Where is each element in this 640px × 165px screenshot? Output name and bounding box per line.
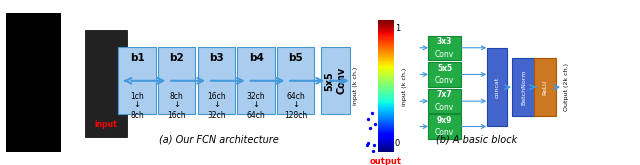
Text: b2: b2 (170, 53, 184, 63)
Text: output: output (370, 157, 402, 165)
FancyBboxPatch shape (118, 47, 156, 115)
Text: ↓: ↓ (253, 100, 260, 109)
Text: 32ch: 32ch (207, 111, 226, 120)
Text: 0: 0 (395, 139, 400, 148)
Text: Conv: Conv (435, 103, 454, 112)
Text: 16ch: 16ch (207, 92, 226, 100)
Text: Conv: Conv (435, 50, 454, 59)
Text: ↓: ↓ (173, 100, 180, 109)
Text: (a) Our FCN architecture: (a) Our FCN architecture (159, 134, 279, 144)
Text: b5: b5 (289, 53, 303, 63)
FancyBboxPatch shape (158, 47, 195, 115)
FancyBboxPatch shape (428, 89, 461, 113)
Text: 1: 1 (395, 24, 400, 33)
FancyBboxPatch shape (198, 47, 235, 115)
Point (368, 150, 378, 152)
FancyBboxPatch shape (428, 36, 461, 60)
Text: ↓: ↓ (213, 100, 220, 109)
Point (362, 117, 372, 120)
Point (369, 143, 380, 146)
Point (365, 127, 375, 129)
Text: 8ch: 8ch (170, 92, 184, 100)
Point (367, 112, 377, 115)
Text: 16ch: 16ch (168, 111, 186, 120)
Text: 64ch: 64ch (246, 111, 266, 120)
FancyBboxPatch shape (428, 62, 461, 86)
FancyBboxPatch shape (277, 47, 314, 115)
Text: 32ch: 32ch (247, 92, 266, 100)
Text: ↓: ↓ (292, 100, 300, 109)
Text: b4: b4 (249, 53, 264, 63)
Text: BatchNorm: BatchNorm (521, 69, 526, 105)
Text: 1ch: 1ch (130, 92, 144, 100)
FancyBboxPatch shape (237, 47, 275, 115)
FancyBboxPatch shape (486, 48, 507, 126)
Text: Conv: Conv (435, 76, 454, 85)
Point (362, 143, 372, 146)
Text: input: input (95, 120, 117, 129)
Text: 7x7: 7x7 (436, 90, 452, 99)
Text: 5x5: 5x5 (437, 64, 452, 73)
FancyBboxPatch shape (321, 47, 350, 115)
Text: input (k ch.): input (k ch.) (403, 68, 408, 106)
Text: ReLU: ReLU (543, 79, 547, 95)
FancyBboxPatch shape (428, 115, 461, 139)
Text: Output (2k ch.): Output (2k ch.) (564, 63, 568, 111)
Text: concat: concat (494, 77, 499, 98)
Point (370, 122, 380, 125)
Text: b1: b1 (130, 53, 145, 63)
Text: (b) A basic block: (b) A basic block (436, 134, 517, 144)
FancyBboxPatch shape (85, 30, 127, 137)
Text: b3: b3 (209, 53, 224, 63)
Text: 128ch: 128ch (284, 111, 307, 120)
Text: 5x5
Conv: 5x5 Conv (324, 67, 346, 94)
Text: ↓: ↓ (134, 100, 141, 109)
Text: 64ch: 64ch (286, 92, 305, 100)
Text: input (k ch.): input (k ch.) (353, 67, 358, 105)
Text: 9x9: 9x9 (437, 116, 452, 125)
Text: 8ch: 8ch (130, 111, 144, 120)
Point (362, 142, 372, 145)
Text: 3x3: 3x3 (437, 37, 452, 46)
FancyBboxPatch shape (534, 58, 556, 116)
FancyBboxPatch shape (511, 58, 535, 116)
Text: Conv: Conv (435, 128, 454, 137)
